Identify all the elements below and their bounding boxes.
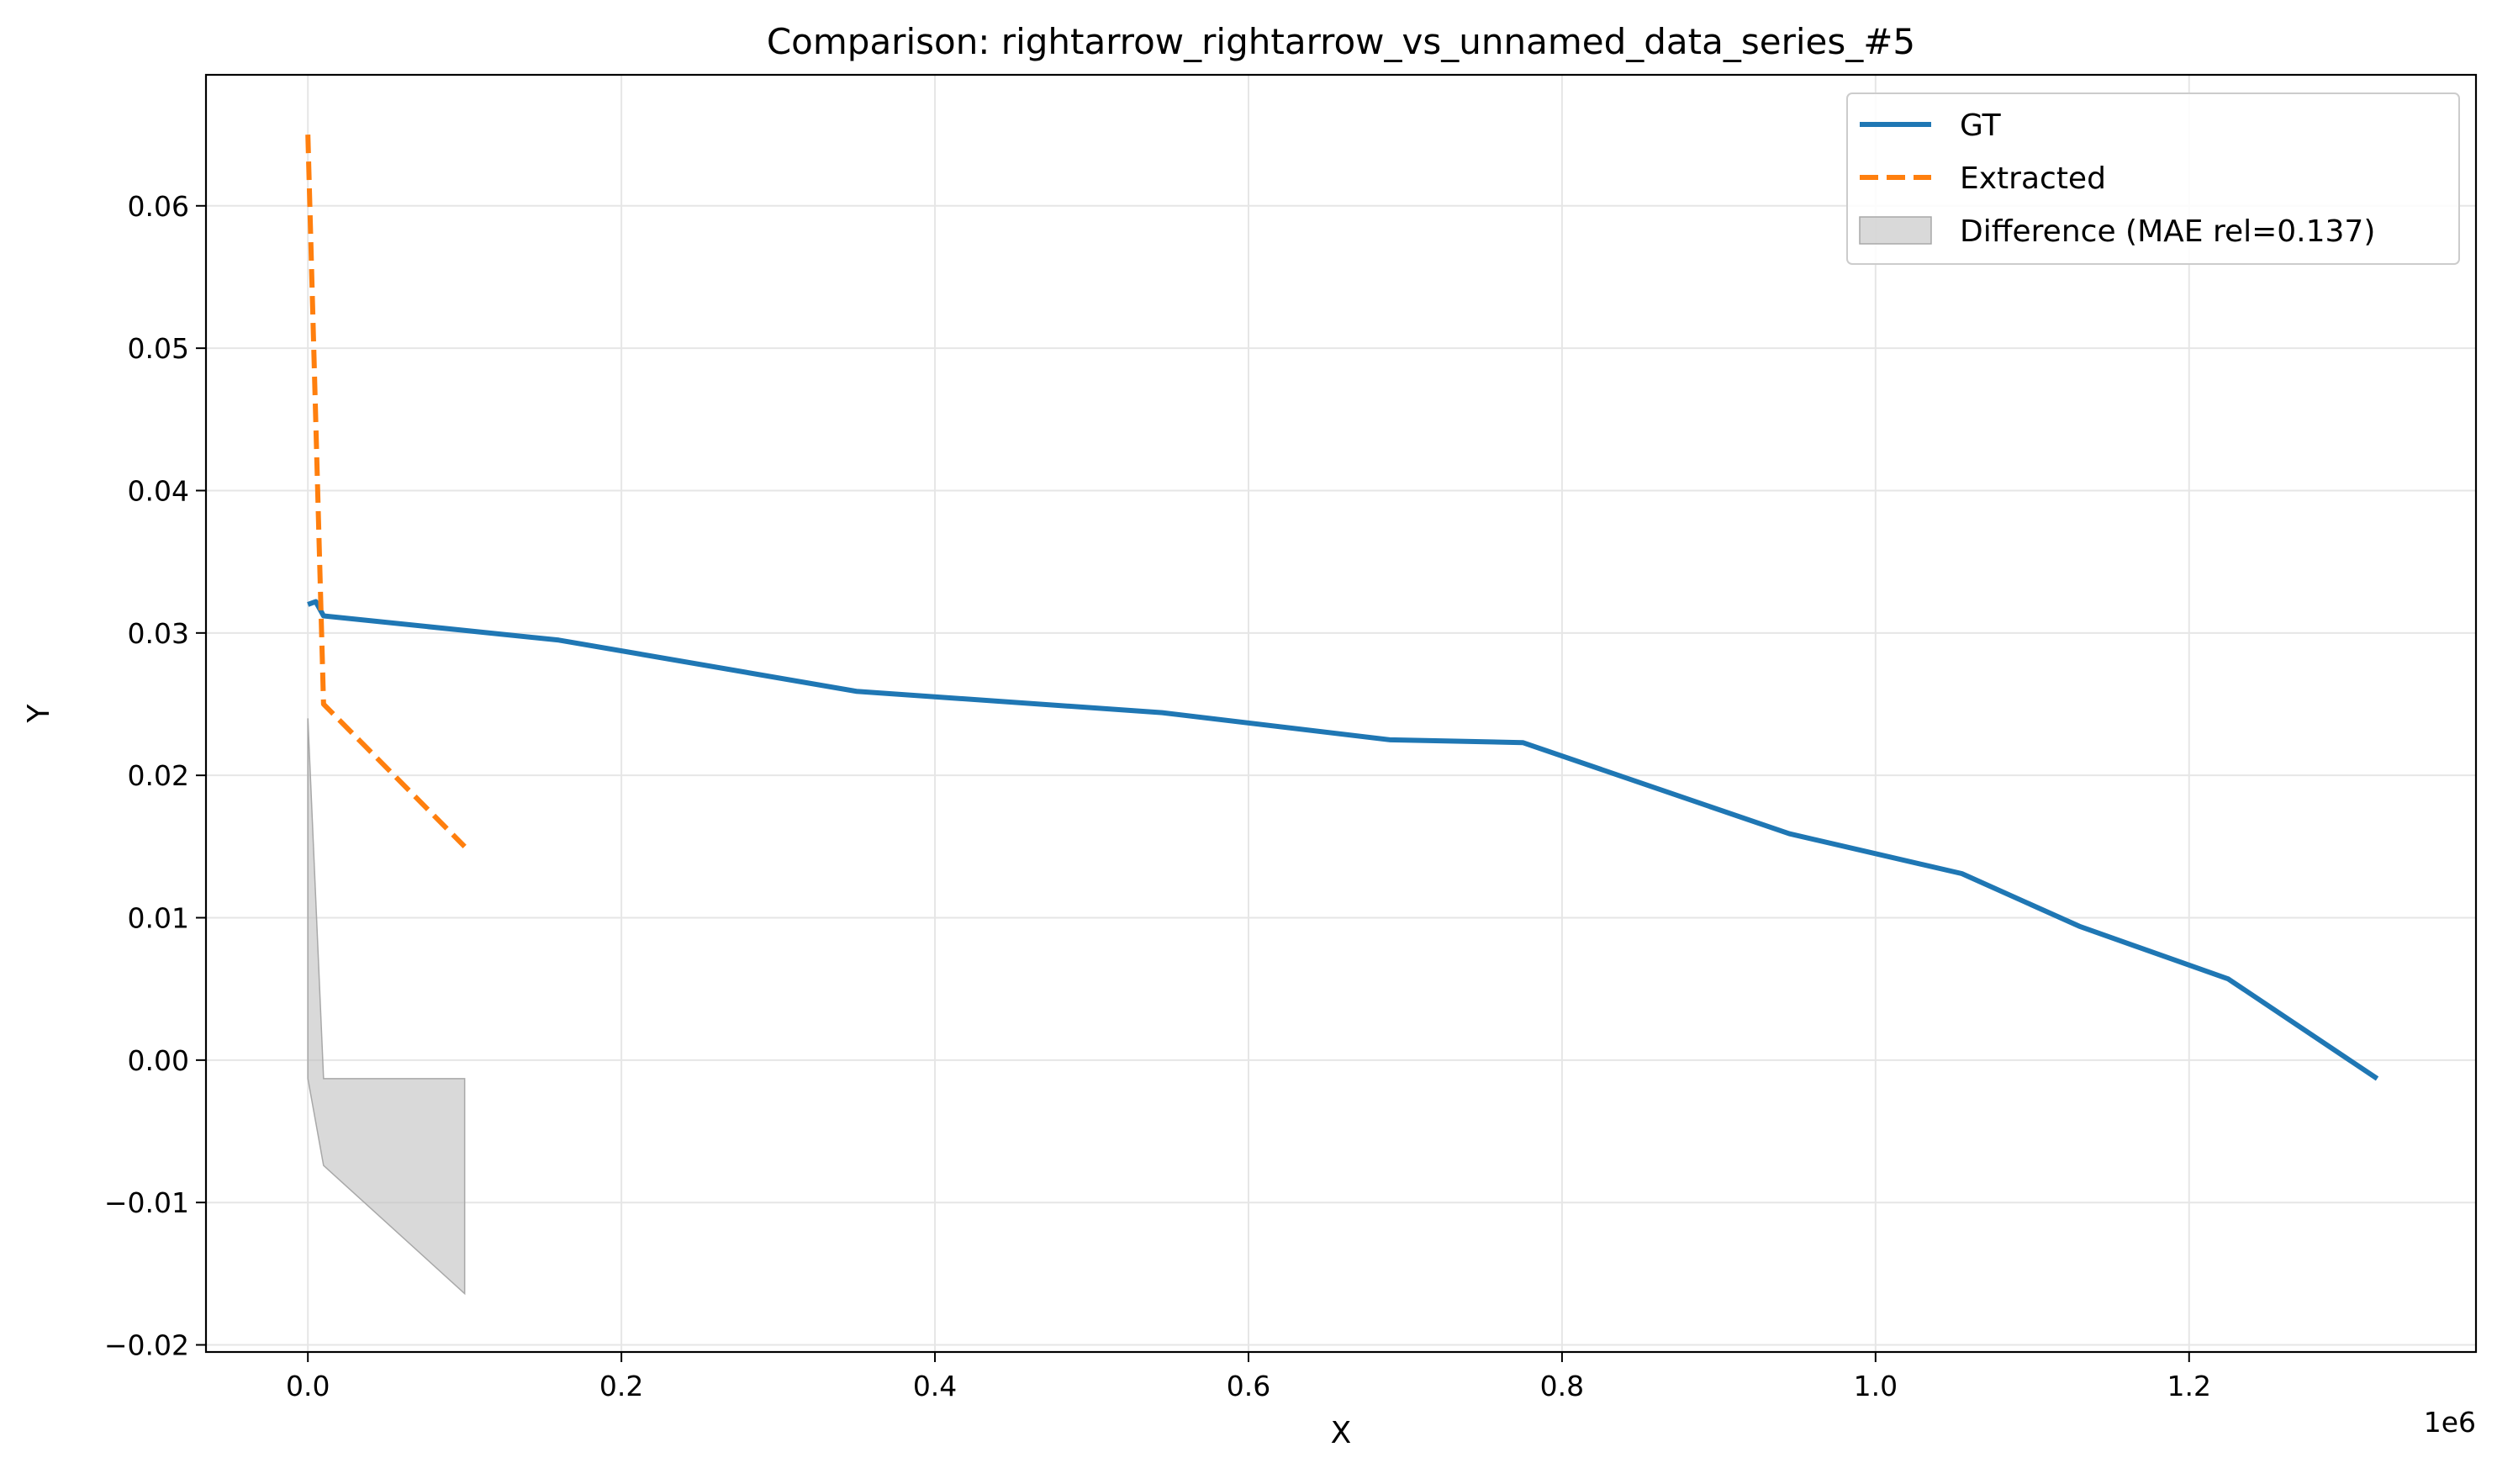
x-tick-label: 1.2 — [2167, 1370, 2211, 1402]
plot-frame — [204, 73, 2478, 1354]
axis-ticks: 0.0 0.2 0.4 0.6 0.8 1.0 1.2 −0.02 −0.01 0.00 0.01 0… — [104, 190, 2211, 1402]
x-axis-label: X — [1331, 1416, 1352, 1450]
grid — [206, 75, 2476, 1352]
y-tick-label: 0.02 — [128, 759, 189, 792]
series-line-gt — [307, 599, 2379, 1081]
difference-layer — [307, 718, 466, 1296]
x-tick-label: 0.6 — [1227, 1370, 1270, 1402]
x-tick-label: 0.0 — [286, 1370, 330, 1402]
series-line-extracted — [305, 135, 467, 848]
chart-title: Comparison: rightarrow_rightarrow_vs_unn… — [767, 21, 1915, 62]
difference-area — [307, 718, 466, 1296]
legend-swatch-difference — [1859, 216, 1932, 245]
legend-label-gt: GT — [1960, 108, 2002, 143]
legend-label-difference: Difference (MAE rel=0.137) — [1960, 214, 2375, 249]
y-tick-label: 0.05 — [128, 332, 189, 365]
x-tick-label: 0.8 — [1540, 1370, 1584, 1402]
y-tick-label: −0.01 — [104, 1186, 189, 1219]
x-tick-label: 1.0 — [1854, 1370, 1898, 1402]
y-tick-label: 0.04 — [128, 474, 189, 507]
legend: GT Extracted Difference (MAE rel=0.137) — [1846, 92, 2460, 265]
x-axis-offset-label: 1e6 — [2424, 1406, 2476, 1439]
y-tick-label: −0.02 — [104, 1329, 189, 1362]
y-tick-label: 0.00 — [128, 1044, 189, 1077]
x-tick-label: 0.4 — [913, 1370, 957, 1402]
legend-label-extracted: Extracted — [1960, 161, 2106, 196]
y-tick-label: 0.06 — [128, 190, 189, 223]
y-tick-label: 0.01 — [128, 902, 189, 935]
y-tick-label: 0.03 — [128, 617, 189, 650]
series-layer — [305, 135, 2379, 1081]
y-axis-label: Y — [22, 704, 56, 724]
legend-box — [1846, 92, 2460, 265]
x-tick-label: 0.2 — [599, 1370, 643, 1402]
